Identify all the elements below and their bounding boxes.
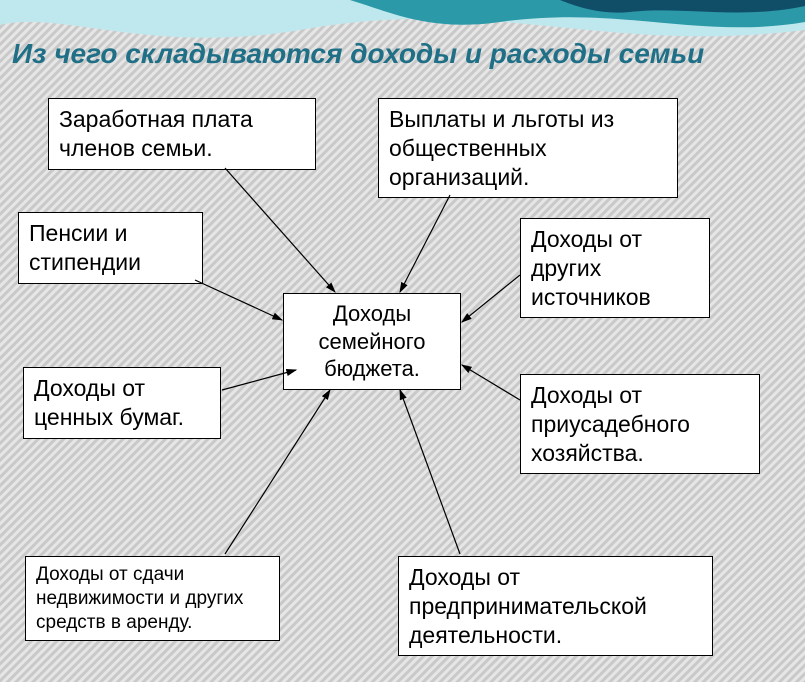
node-n3: Пенсии и стипендии	[18, 212, 203, 284]
node-n4: Доходы от других источников	[520, 218, 710, 318]
node-n1: Заработная плата членов семьи.	[48, 98, 316, 170]
slide-title: Из чего складываются доходы и расходы се…	[12, 38, 704, 70]
slide-root: Из чего складываются доходы и расходы се…	[0, 0, 805, 682]
center-node: Доходы семейного бюджета.	[283, 293, 461, 390]
node-n6: Доходы от приусадебного хозяйства.	[520, 374, 760, 474]
node-n8: Доходы от предпринимательской деятельнос…	[398, 556, 713, 656]
node-n5: Доходы от ценных бумаг.	[23, 367, 221, 439]
node-n7: Доходы от сдачи недвижимости и других ср…	[25, 556, 280, 641]
node-n2: Выплаты и льготы из общественных организ…	[378, 98, 678, 198]
